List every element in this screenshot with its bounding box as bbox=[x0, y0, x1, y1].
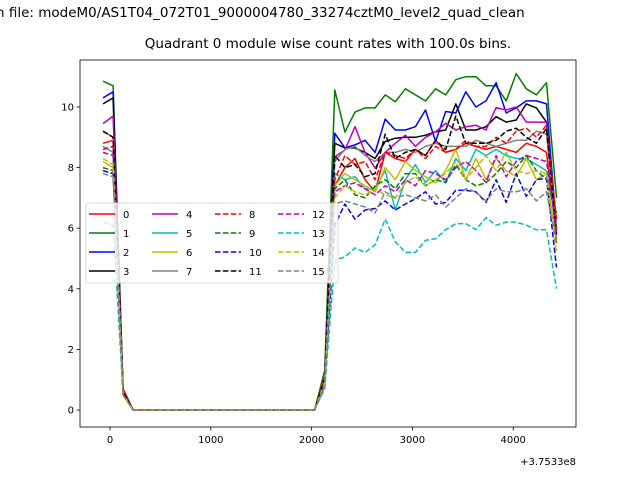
y-tick-label: 2 bbox=[68, 345, 74, 356]
x-tick-label: 4000 bbox=[500, 435, 525, 446]
figure-suptitle: n file: modeM0/AS1T04_072T01_9000004780_… bbox=[0, 5, 525, 21]
plot-frame bbox=[79, 59, 577, 428]
series-line-13 bbox=[102, 216, 558, 411]
x-offset-text: +3.7533e8 bbox=[520, 457, 576, 468]
legend-label-12: 12 bbox=[312, 210, 325, 221]
legend-label-7: 7 bbox=[186, 267, 192, 278]
legend-box bbox=[85, 202, 339, 284]
legend-label-0: 0 bbox=[123, 210, 129, 221]
y-tick-label: 0 bbox=[68, 406, 74, 417]
legend-label-2: 2 bbox=[123, 248, 129, 259]
legend-label-6: 6 bbox=[186, 248, 192, 259]
legend-label-3: 3 bbox=[123, 267, 129, 278]
x-tick-label: 2000 bbox=[299, 435, 324, 446]
y-tick-label: 10 bbox=[61, 102, 74, 113]
legend-label-13: 13 bbox=[312, 229, 325, 240]
legend-label-8: 8 bbox=[249, 210, 255, 221]
x-tick-label: 0 bbox=[107, 435, 113, 446]
legend-label-5: 5 bbox=[186, 229, 192, 240]
series-lines bbox=[102, 72, 558, 411]
y-tick-label: 4 bbox=[68, 284, 74, 295]
legend-label-10: 10 bbox=[249, 248, 262, 259]
series-line-12 bbox=[102, 151, 558, 411]
y-tick-label: 8 bbox=[68, 163, 74, 174]
series-line-9 bbox=[102, 154, 558, 411]
y-tick-label: 6 bbox=[68, 224, 74, 235]
legend-label-1: 1 bbox=[123, 229, 129, 240]
legend-label-15: 15 bbox=[312, 267, 325, 278]
legend-label-9: 9 bbox=[249, 229, 255, 240]
series-line-15 bbox=[102, 172, 558, 411]
x-tick-label: 3000 bbox=[400, 435, 425, 446]
legend-label-11: 11 bbox=[249, 267, 262, 278]
chart-title: Quadrant 0 module wise count rates with … bbox=[144, 36, 512, 52]
x-tick-label: 1000 bbox=[198, 435, 223, 446]
legend-label-14: 14 bbox=[312, 248, 325, 259]
legend-label-4: 4 bbox=[186, 210, 192, 221]
